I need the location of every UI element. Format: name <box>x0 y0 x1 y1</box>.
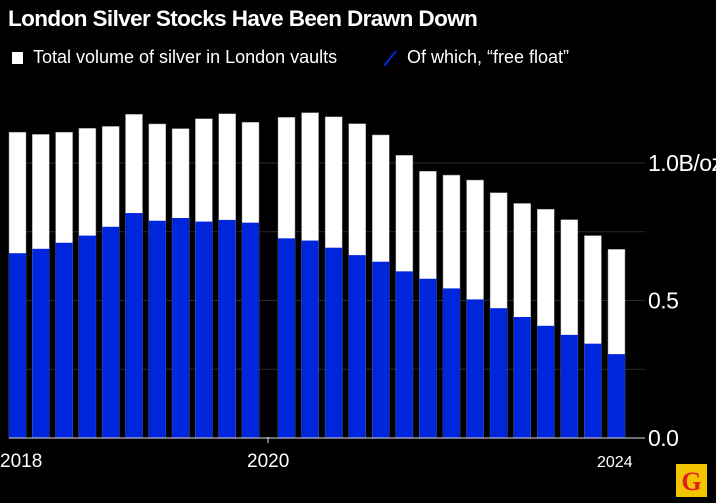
legend-item-total: Total volume of silver in London vaults <box>12 47 337 68</box>
bar-free-float <box>32 248 50 438</box>
bar-free-float <box>172 218 190 438</box>
bar-free-float <box>9 253 26 438</box>
bar-free-float <box>395 271 413 438</box>
bar-free-float <box>102 226 120 438</box>
y-tick-label: 0.5 <box>648 288 678 314</box>
chart-title: London Silver Stocks Have Been Drawn Dow… <box>8 6 478 31</box>
bar-free-float <box>148 220 166 438</box>
x-tick-label: 2020 <box>247 451 289 472</box>
bar-free-float <box>55 242 73 438</box>
bar-free-float <box>301 240 319 438</box>
legend-swatch-white <box>12 51 23 64</box>
bar-free-float <box>584 343 602 438</box>
bar-free-float <box>78 235 96 438</box>
bar-free-float <box>513 317 531 438</box>
y-tick-label: 1.0B/oz <box>648 150 716 176</box>
logo-g: G <box>676 464 707 497</box>
x-tick-label: 2018 <box>0 451 42 472</box>
x-tick-label: 2024 <box>597 454 633 471</box>
bar-free-float <box>560 334 578 438</box>
bar-free-float <box>442 288 460 438</box>
bar-free-float <box>607 354 625 438</box>
bar-free-float <box>537 325 555 438</box>
bar-free-float <box>348 255 366 438</box>
bar-free-float <box>466 299 484 438</box>
legend-label-free-float: Of which, “free float” <box>407 47 570 67</box>
bar-free-float <box>195 221 213 438</box>
bar-free-float <box>372 261 390 438</box>
bar-free-float <box>278 238 295 438</box>
y-tick-label: 0.0 <box>648 425 678 451</box>
bar-free-float <box>242 222 259 438</box>
bar-free-float <box>125 213 143 438</box>
bar-free-float <box>419 278 437 438</box>
legend-swatch-blue-slash <box>383 49 397 67</box>
legend-label-total: Total volume of silver in London vaults <box>33 47 338 67</box>
bar-free-float <box>218 219 236 438</box>
bar-free-float <box>325 247 343 438</box>
bar-free-float <box>490 308 508 438</box>
legend-item-free-float: Of which, “free float” <box>382 47 569 68</box>
